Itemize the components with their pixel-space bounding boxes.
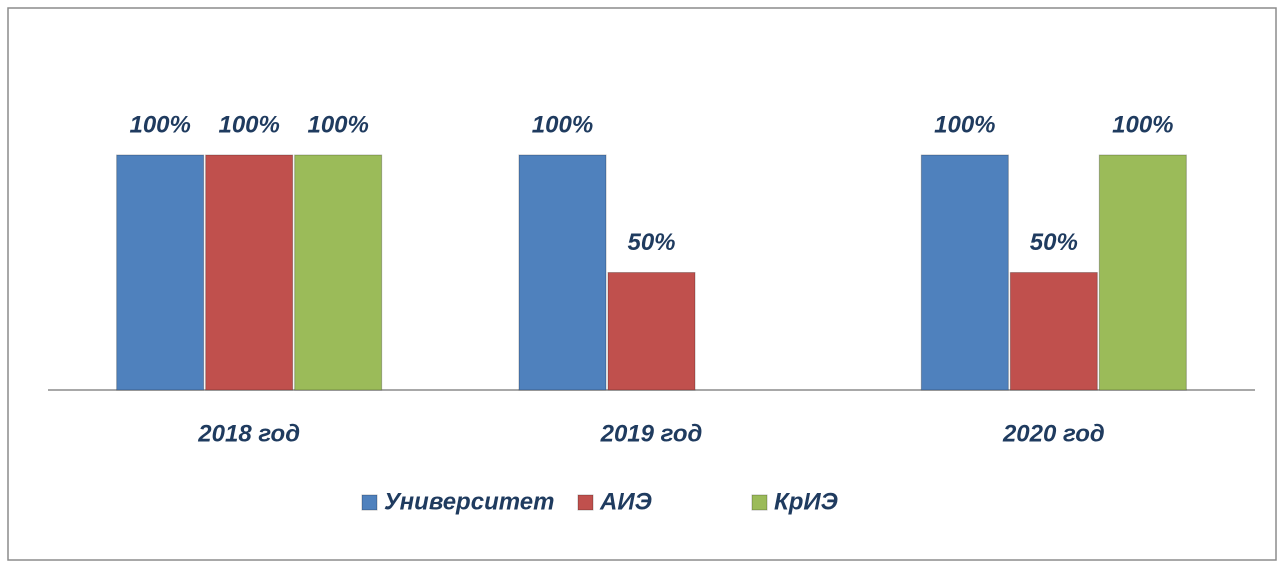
- legend-label: АИЭ: [599, 488, 652, 515]
- legend-swatch: [577, 494, 594, 511]
- bar: [1098, 154, 1187, 391]
- legend-label: Университет: [384, 488, 554, 515]
- legend-swatch: [751, 494, 768, 511]
- data-label: 100%: [934, 111, 995, 138]
- legend-label: КрИЭ: [774, 488, 838, 515]
- bar: [1009, 272, 1098, 391]
- x-tick-label: 2019 год: [600, 420, 703, 447]
- data-label: 100%: [1112, 111, 1173, 138]
- bar: [920, 154, 1009, 391]
- data-label: 100%: [218, 111, 279, 138]
- data-label: 100%: [307, 111, 368, 138]
- x-tick-label: 2018 год: [197, 420, 300, 447]
- legend-swatch: [361, 494, 378, 511]
- bar: [116, 154, 205, 391]
- data-label: 100%: [129, 111, 190, 138]
- data-label: 100%: [532, 111, 593, 138]
- bar: [518, 154, 607, 391]
- bar: [607, 272, 696, 391]
- x-tick-label: 2020 год: [1002, 420, 1105, 447]
- bar: [294, 154, 383, 391]
- bar: [205, 154, 294, 391]
- data-label: 50%: [627, 229, 675, 256]
- data-label: 50%: [1030, 229, 1078, 256]
